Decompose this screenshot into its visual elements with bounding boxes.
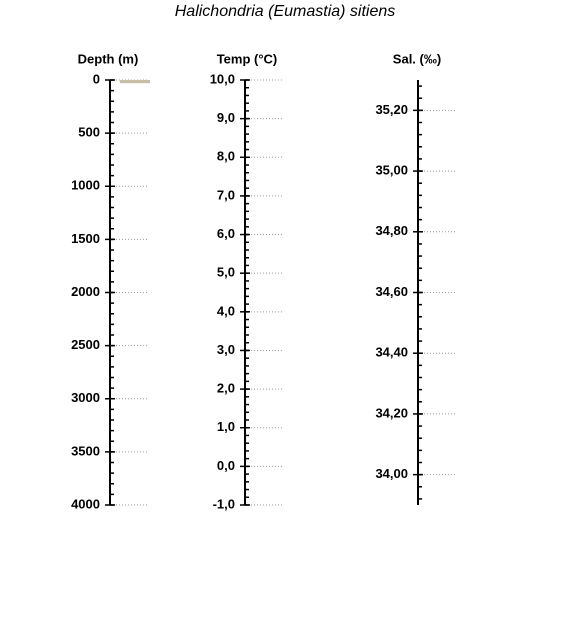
y-tick-label: 34,60 xyxy=(375,284,408,299)
y-tick-label: 4000 xyxy=(71,496,100,511)
y-tick-label: 3,0 xyxy=(217,342,235,357)
y-tick-label: 500 xyxy=(78,125,100,140)
chart-title: Halichondria (Eumastia) sitiens xyxy=(175,3,396,20)
y-tick-label: 1000 xyxy=(71,178,100,193)
y-tick-label: 6,0 xyxy=(217,226,235,241)
y-tick-label: -1,0 xyxy=(213,496,235,511)
y-tick-label: 8,0 xyxy=(217,149,235,164)
y-tick-label: 1500 xyxy=(71,231,100,246)
y-tick-label: 5,0 xyxy=(217,265,235,280)
axis-title: Sal. (‰) xyxy=(393,51,441,66)
y-tick-label: 7,0 xyxy=(217,187,235,202)
y-tick-label: 35,00 xyxy=(375,163,408,178)
y-tick-label: 34,00 xyxy=(375,466,408,481)
y-tick-label: 34,20 xyxy=(375,405,408,420)
y-tick-label: 4,0 xyxy=(217,303,235,318)
y-tick-label: 0,0 xyxy=(217,458,235,473)
y-tick-label: 2000 xyxy=(71,284,100,299)
y-tick-label: 34,80 xyxy=(375,223,408,238)
axis-title: Temp (°C) xyxy=(217,51,278,66)
y-tick-label: 3500 xyxy=(71,443,100,458)
y-tick-label: 34,40 xyxy=(375,345,408,360)
y-tick-label: 2500 xyxy=(71,337,100,352)
y-tick-label: 9,0 xyxy=(217,110,235,125)
depth-range-bar xyxy=(120,80,150,84)
axis-title: Depth (m) xyxy=(78,51,139,66)
y-tick-label: 0 xyxy=(93,71,100,86)
y-tick-label: 2,0 xyxy=(217,381,235,396)
y-tick-label: 1,0 xyxy=(217,419,235,434)
y-tick-label: 35,20 xyxy=(375,102,408,117)
y-tick-label: 10,0 xyxy=(210,71,235,86)
y-tick-label: 3000 xyxy=(71,390,100,405)
